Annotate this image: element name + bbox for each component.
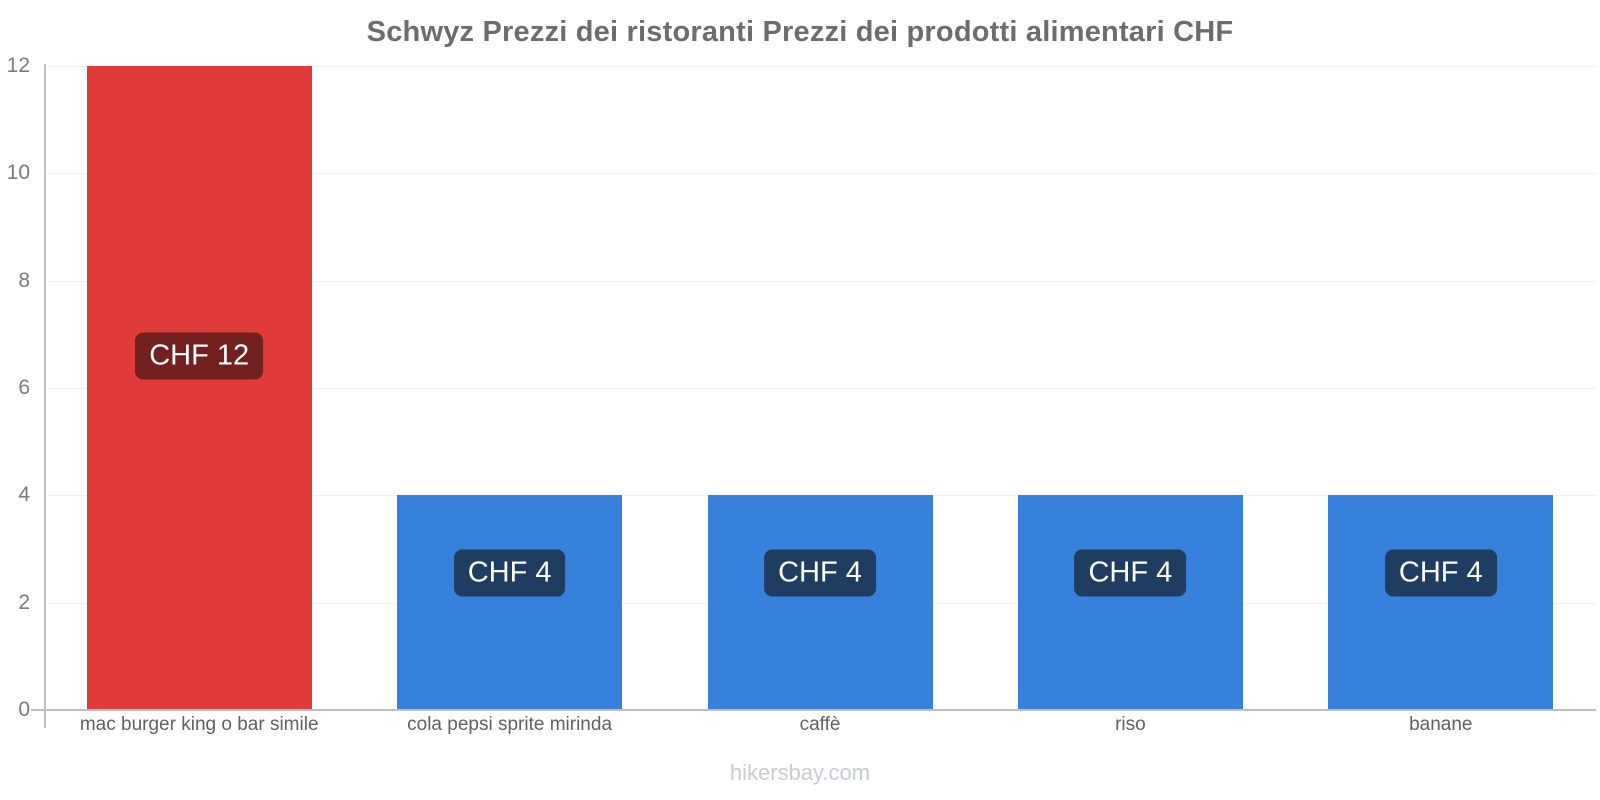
x-category-label: riso (1115, 714, 1146, 735)
y-tick-label: 6 (18, 376, 30, 399)
gridline (44, 173, 1596, 175)
y-tick-label: 8 (18, 268, 30, 292)
chart-title: Schwyz Prezzi dei ristoranti Prezzi dei … (366, 16, 1234, 48)
gridline (44, 388, 1596, 389)
x-category-label: mac burger king o bar simile (79, 714, 319, 735)
x-category-label: cola pepsi sprite mirinda (407, 714, 613, 735)
x-category-label: caffè (799, 714, 841, 735)
y-tick-label: 0 (18, 698, 30, 721)
y-tick-label: 12 (6, 54, 30, 77)
bar-value-label: CHF 4 (1074, 549, 1187, 597)
gridline (44, 280, 1596, 282)
bar-5[interactable]: CHF 4 (1328, 495, 1554, 710)
bar-value-label: CHF 12 (135, 332, 264, 380)
bar-2[interactable]: CHF 4 (397, 495, 623, 710)
x-axis-line (31, 709, 1596, 711)
bar-1[interactable]: CHF 12 (86, 66, 312, 710)
bar-3[interactable]: CHF 4 (707, 495, 933, 710)
x-category-label: banane (1409, 714, 1473, 735)
bar-value-label: CHF 4 (1384, 549, 1497, 597)
gridline (44, 66, 1596, 67)
y-tick-label: 10 (6, 161, 30, 185)
y-tick-label: 2 (18, 590, 30, 614)
y-tick-label: 4 (18, 483, 30, 507)
bar-4[interactable]: CHF 4 (1017, 495, 1243, 710)
bar-value-label: CHF 4 (764, 549, 876, 597)
bar-value-label: CHF 4 (453, 549, 566, 597)
y-axis-line (44, 64, 46, 728)
watermark-hikersbay: hikersbay.com (729, 760, 871, 785)
